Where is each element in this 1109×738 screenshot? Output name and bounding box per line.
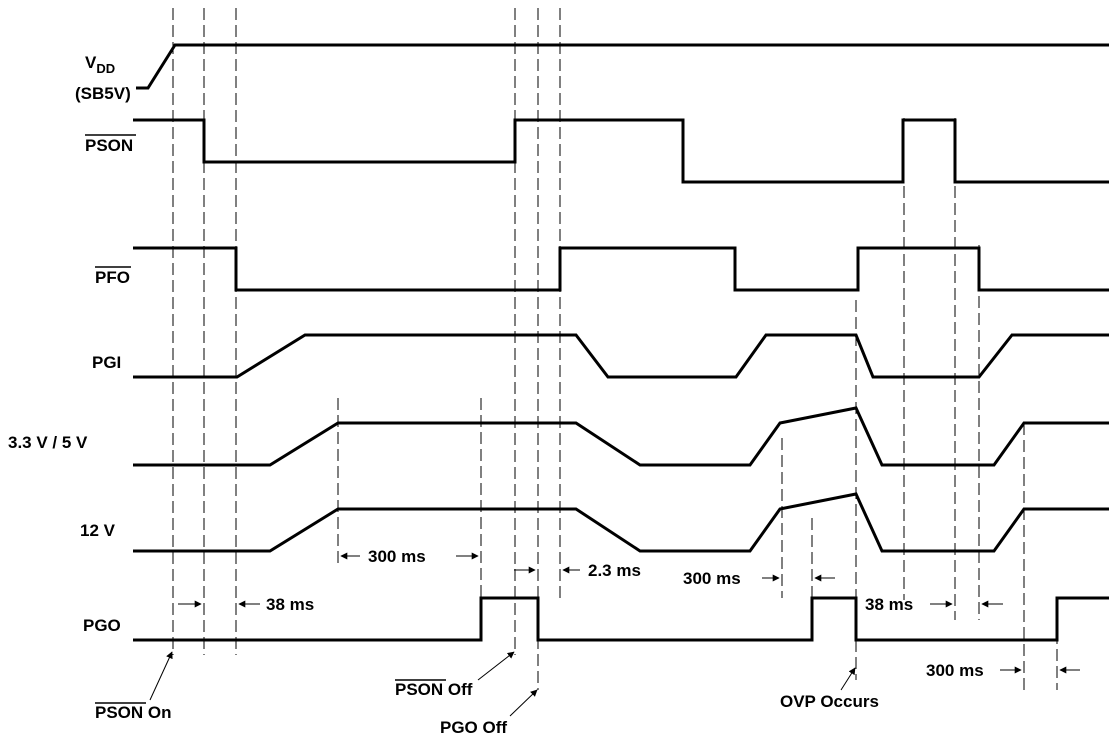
- vdd-alias-label: (SB5V): [75, 84, 131, 103]
- event-callouts: PSON On PSON Off PGO Off OVP Occurs: [95, 651, 879, 737]
- waveforms: [133, 43, 1109, 642]
- pgo-waveform: [133, 596, 1109, 642]
- vdd-label: VDD: [85, 53, 115, 76]
- pgo-label: PGO: [83, 616, 121, 635]
- v12-waveform: [133, 492, 1109, 553]
- timing-300ms-third: 300 ms: [926, 661, 984, 680]
- pfo-waveform: [133, 246, 1109, 292]
- pson-on-label: PSON On: [95, 703, 172, 722]
- pson-off-label: PSON Off: [395, 680, 473, 699]
- timing-300ms-second: 300 ms: [683, 569, 741, 588]
- ovp-occurs-label: OVP Occurs: [780, 692, 879, 711]
- pgi-waveform: [133, 333, 1109, 379]
- v12-label: 12 V: [80, 521, 116, 540]
- timing-300ms-first: 300 ms: [368, 547, 426, 566]
- pson-waveform: [133, 118, 1109, 184]
- v33-5-waveform: [133, 406, 1109, 467]
- timing-38ms-second: 38 ms: [865, 595, 913, 614]
- pgi-label: PGI: [92, 353, 121, 372]
- pson-label: PSON: [85, 136, 133, 155]
- v33-5-label: 3.3 V / 5 V: [8, 433, 88, 452]
- timing-annotations: 300 ms 2.3 ms 300 ms 38 ms 38 ms 300 ms: [178, 547, 1080, 680]
- reference-lines: [172, 8, 1058, 690]
- signal-labels: VDD (SB5V) PSON PFO PGI 3.3 V / 5 V 12 V…: [8, 53, 136, 635]
- pfo-label: PFO: [95, 268, 130, 287]
- timing-38ms-first: 38 ms: [266, 595, 314, 614]
- pgo-off-label: PGO Off: [440, 718, 507, 737]
- vdd-waveform: [136, 43, 1109, 90]
- timing-2-3ms: 2.3 ms: [588, 561, 641, 580]
